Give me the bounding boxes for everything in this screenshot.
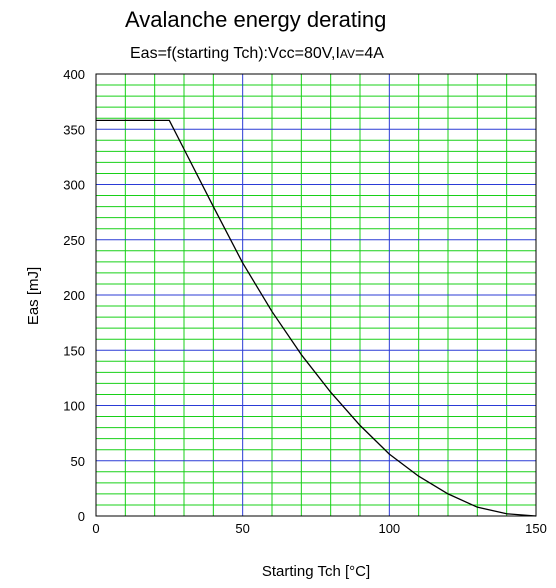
y-tick-label: 100	[63, 399, 85, 414]
plot-frame	[95, 73, 537, 517]
x-tick-label: 0	[92, 521, 99, 536]
x-tick-labels: 0 50 100 150	[92, 521, 546, 536]
plot-area	[96, 119, 537, 517]
x-tick-label: 50	[235, 521, 249, 536]
subtitle-main: Eas=f(starting Tch):Vcc=80V,I	[130, 45, 340, 62]
y-tick-label: 150	[63, 343, 85, 358]
y-tick-label: 350	[63, 122, 85, 137]
x-axis-label: Starting Tch [°C]	[262, 563, 370, 580]
y-tick-label: 50	[71, 454, 85, 469]
chart-title: Avalanche energy derating	[125, 7, 386, 32]
y-tick-label: 250	[63, 233, 85, 248]
chart-subtitle: Eas=f(starting Tch):Vcc=80V,IAV=4A	[130, 45, 384, 62]
subtitle-tail: =4A	[355, 45, 384, 62]
major-grid	[96, 74, 536, 516]
series-line	[96, 119, 537, 517]
y-tick-labels: 0 50 100 150 200 250 300 350 400	[63, 67, 85, 524]
y-tick-label: 0	[78, 509, 85, 524]
y-tick-label: 300	[63, 178, 85, 193]
subtitle-subscript: AV	[340, 47, 355, 61]
x-tick-label: 150	[525, 521, 547, 536]
y-tick-label: 200	[63, 288, 85, 303]
y-tick-label: 400	[63, 67, 85, 82]
x-tick-label: 100	[378, 521, 400, 536]
minor-grid	[96, 74, 536, 516]
y-axis-label: Eas [mJ]	[25, 267, 42, 325]
